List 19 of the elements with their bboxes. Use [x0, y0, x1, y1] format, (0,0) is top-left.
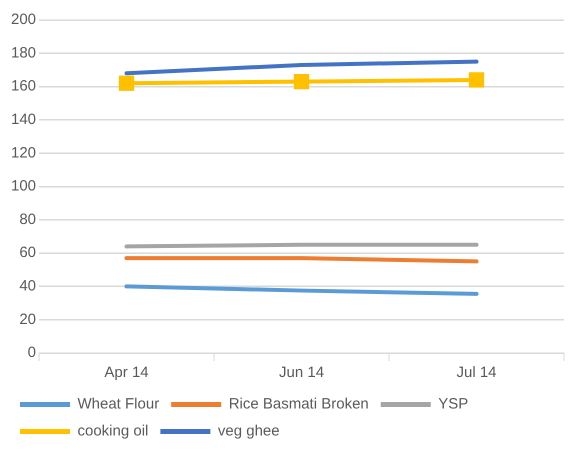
- y-tick-label: 180: [10, 44, 36, 62]
- y-tick-label: 160: [10, 78, 36, 95]
- y-tick-label: 100: [10, 178, 36, 195]
- legend-label: veg ghee: [218, 422, 280, 440]
- y-tick-label: 140: [10, 111, 36, 128]
- y-tick-label: 40: [19, 278, 36, 295]
- legend-label: cooking oil: [78, 422, 148, 440]
- y-tick-label: 80: [19, 210, 36, 228]
- y-tick-label: 120: [10, 144, 36, 162]
- y-tick-label: 60: [19, 244, 36, 262]
- y-tick-label: 20: [19, 310, 36, 328]
- y-tick-label: 200: [10, 11, 36, 28]
- legend-label: YSP: [438, 396, 468, 413]
- x-tick-label: Jun 14: [278, 364, 324, 382]
- x-tick-label: Jul 14: [456, 364, 497, 382]
- y-tick-label: 0: [28, 344, 36, 362]
- legend-label: Wheat Flour: [78, 396, 160, 413]
- legend-label: Rice Basmati Broken: [228, 396, 369, 413]
- x-tick-label: Apr 14: [104, 364, 149, 382]
